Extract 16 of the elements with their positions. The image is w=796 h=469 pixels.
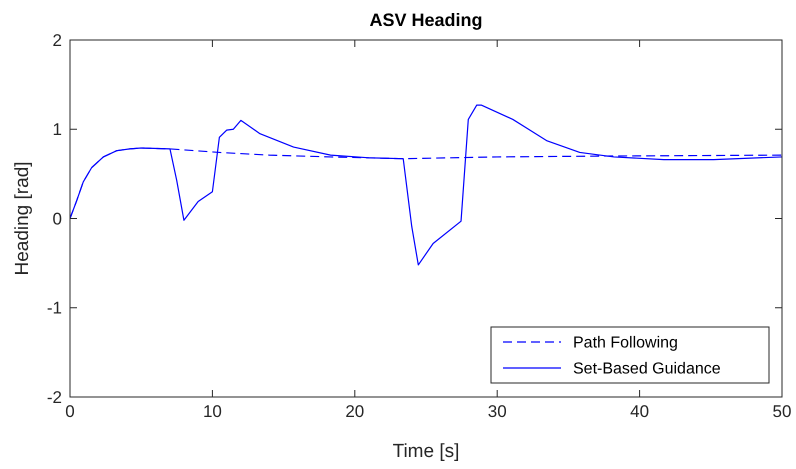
y-tick-label: 1 [52, 120, 62, 140]
x-tick-label: 30 [488, 402, 507, 421]
y-tick-label: 0 [52, 209, 62, 228]
x-tick-label: 10 [202, 402, 222, 421]
x-tick-label: 20 [345, 402, 364, 421]
chart-title: ASV Heading [369, 10, 483, 30]
x-tick-label: 50 [772, 402, 792, 421]
y-tick-label: 2 [52, 30, 62, 50]
y-axis-title: Heading [rad] [12, 161, 33, 276]
x-axis-title: Time [s] [392, 441, 460, 462]
legend-label: Set-Based Guidance [573, 360, 721, 378]
x-tick-label: 40 [630, 402, 650, 421]
x-tick-label: 0 [65, 402, 75, 421]
y-tick-label: -2 [46, 388, 62, 407]
y-tick-label: -1 [46, 298, 62, 318]
legend-label: Path Following [573, 334, 678, 352]
